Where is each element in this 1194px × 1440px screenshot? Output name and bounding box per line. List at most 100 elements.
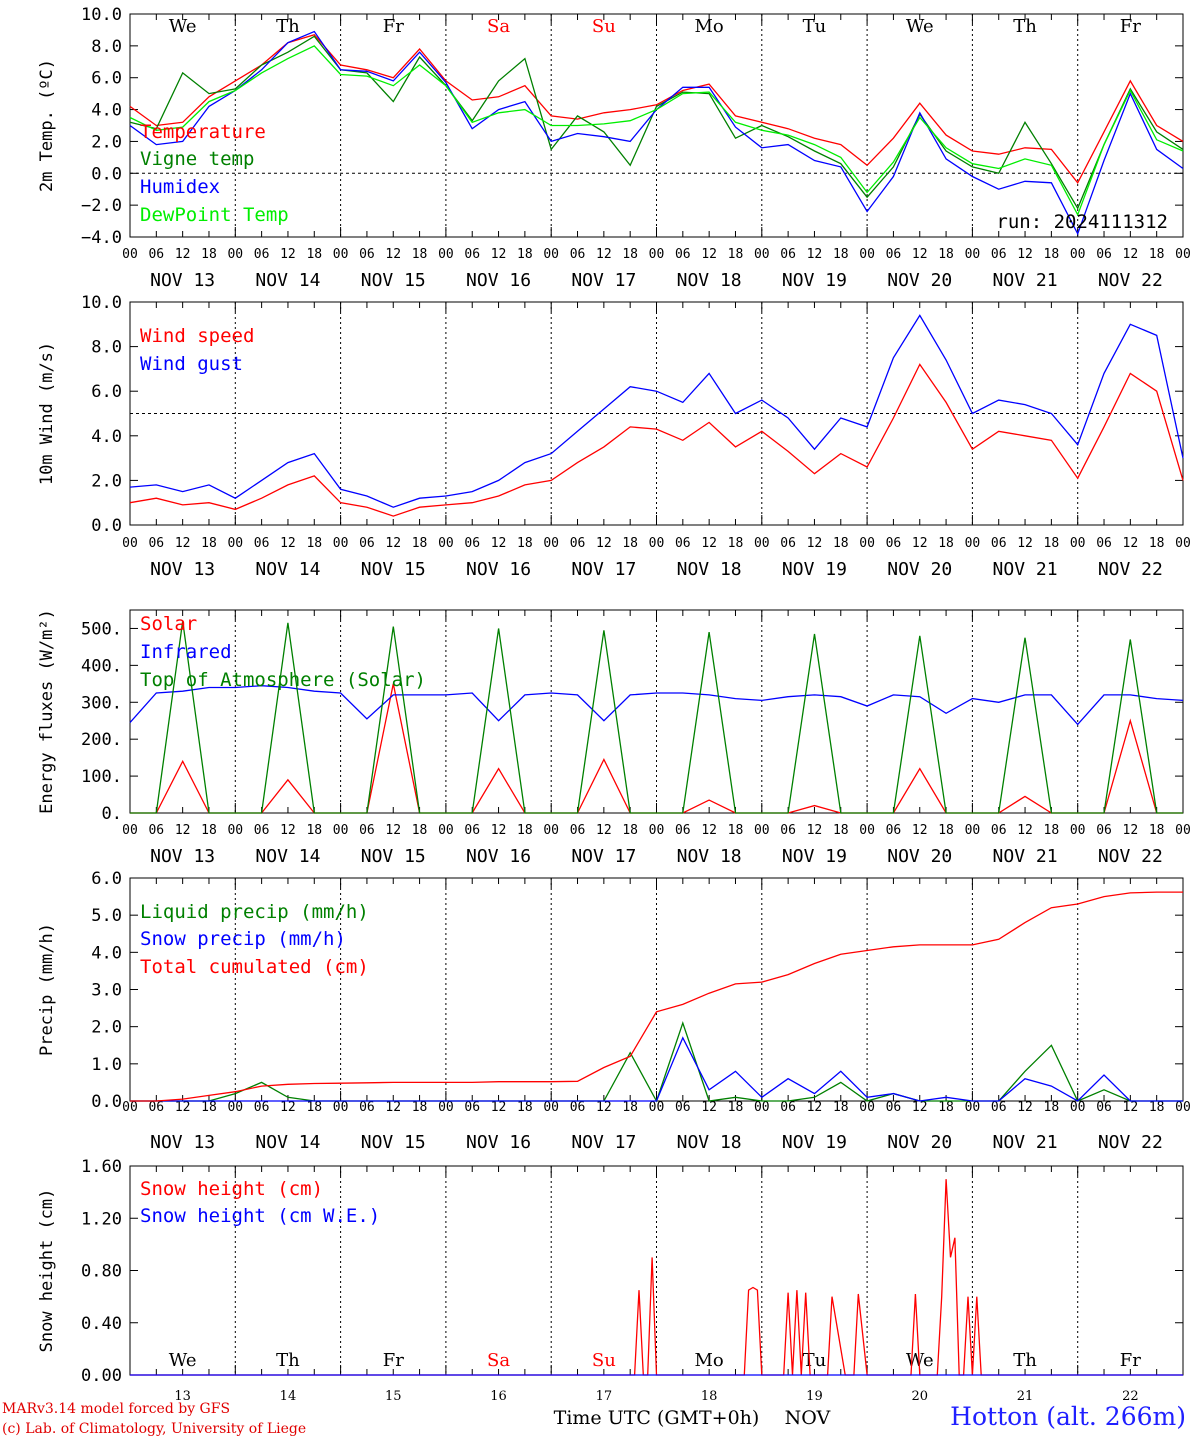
weekday-label: Mo	[695, 1350, 724, 1371]
day-number-label: 17	[596, 1389, 613, 1404]
hour-tick-label: 06	[780, 247, 796, 262]
hour-tick-label: 18	[728, 247, 744, 262]
hour-tick-label: 00	[122, 823, 138, 838]
hour-tick-label: 12	[1123, 1100, 1139, 1115]
date-label: NOV 18	[677, 270, 742, 291]
date-label: NOV 19	[782, 1132, 847, 1153]
date-label: NOV 22	[1098, 846, 1163, 867]
hour-tick-label: 12	[385, 1100, 401, 1115]
hour-tick-label: 18	[517, 247, 533, 262]
date-label: NOV 21	[993, 846, 1058, 867]
hour-tick-label: 06	[254, 823, 270, 838]
hour-tick-label: 12	[280, 536, 296, 551]
hour-tick-label: 06	[780, 823, 796, 838]
series-line-vigne-temp	[129, 35, 1184, 210]
hour-tick-label: 18	[938, 823, 954, 838]
hour-tick-label: 12	[1017, 247, 1033, 262]
hour-tick-label: 12	[912, 823, 928, 838]
hour-tick-label: 06	[675, 823, 691, 838]
hour-tick-label: 06	[886, 823, 902, 838]
hour-tick-label: 06	[1096, 247, 1112, 262]
y-tick-label: 0.0	[91, 516, 122, 536]
weekday-label: Th	[276, 16, 300, 37]
hour-tick-label: 00	[122, 536, 138, 551]
hour-tick-label: 18	[622, 247, 638, 262]
hour-tick-label: 00	[1070, 823, 1086, 838]
hour-tick-label: 18	[1044, 536, 1060, 551]
hour-tick-label: 00	[649, 247, 665, 262]
legend-entry: Wind gust	[140, 353, 243, 375]
date-label: NOV 21	[993, 270, 1058, 291]
hour-tick-label: 00	[859, 823, 875, 838]
lab-credit: (c) Lab. of Climatology, University of L…	[2, 1421, 307, 1437]
model-credit: MARv3.14 model forced by GFS	[2, 1401, 231, 1417]
hour-tick-label: 18	[1149, 1100, 1165, 1115]
y-tick-label: 4.0	[91, 943, 122, 963]
weekday-label: Th	[1013, 16, 1037, 37]
hour-tick-label: 18	[517, 1100, 533, 1115]
legend-entry: Snow height (cm)	[140, 1178, 323, 1200]
hour-tick-label: 18	[833, 247, 849, 262]
date-label: NOV 22	[1098, 559, 1163, 580]
hour-tick-label: 18	[306, 823, 322, 838]
weekday-label: Tu	[803, 1350, 827, 1371]
hour-tick-label: 18	[728, 1100, 744, 1115]
hour-tick-label: 00	[649, 1100, 665, 1115]
hour-tick-label: 12	[701, 823, 717, 838]
hour-tick-label: 18	[201, 823, 217, 838]
weekday-label: Mo	[695, 16, 724, 37]
hour-tick-label: 00	[965, 247, 981, 262]
hour-tick-label: 00	[649, 536, 665, 551]
hour-tick-label: 06	[359, 1100, 375, 1115]
hour-tick-label: 18	[938, 247, 954, 262]
hour-tick-label: 18	[833, 823, 849, 838]
hour-tick-label: 00	[122, 247, 138, 262]
hour-tick-label: 12	[175, 536, 191, 551]
hour-tick-label: 12	[175, 823, 191, 838]
hour-tick-label: 06	[148, 247, 164, 262]
date-label: NOV 18	[677, 1132, 742, 1153]
y-tick-label: 5.0	[91, 906, 122, 926]
hour-tick-label: 12	[807, 1100, 823, 1115]
hour-tick-label: 00	[227, 536, 243, 551]
y-tick-label: 6.0	[91, 69, 122, 89]
hour-tick-label: 06	[886, 536, 902, 551]
hour-tick-label: 12	[912, 1100, 928, 1115]
legend-entry: Snow height (cm W.E.)	[140, 1205, 380, 1227]
hour-tick-label: 12	[385, 823, 401, 838]
hour-tick-label: 06	[570, 536, 586, 551]
y-tick-label: 200.	[81, 730, 122, 750]
legend-entry: Top of Atmosphere (Solar)	[140, 669, 426, 691]
series-line-wind-gust	[129, 314, 1184, 508]
legend-entry: DewPoint Temp	[140, 204, 289, 226]
y-tick-label: 0.0	[91, 164, 122, 184]
hour-tick-label: 06	[991, 536, 1007, 551]
hour-tick-label: 12	[807, 247, 823, 262]
date-label: NOV 16	[466, 1132, 531, 1153]
hour-tick-label: 12	[596, 536, 612, 551]
hour-tick-label: 06	[991, 1100, 1007, 1115]
series-line-solar	[130, 683, 1183, 814]
hour-tick-label: 00	[543, 536, 559, 551]
date-label: NOV 15	[361, 846, 426, 867]
date-label: NOV 17	[571, 270, 636, 291]
hour-tick-label: 18	[1149, 823, 1165, 838]
hour-tick-label: 06	[1096, 1100, 1112, 1115]
hour-tick-label: 12	[912, 536, 928, 551]
series-line-wind-speed	[129, 363, 1184, 517]
hour-tick-label: 12	[1123, 247, 1139, 262]
hour-tick-label: 12	[491, 823, 507, 838]
date-label: NOV 13	[150, 1132, 215, 1153]
hour-tick-label: 12	[807, 536, 823, 551]
y-tick-label: 4.0	[91, 101, 122, 121]
hour-tick-label: 00	[333, 247, 349, 262]
legend-entry: Vigne temp	[140, 148, 254, 170]
hour-tick-label: 06	[254, 536, 270, 551]
hour-tick-label: 12	[1123, 823, 1139, 838]
hour-tick-label: 00	[438, 1100, 454, 1115]
legend-entry: Wind speed	[140, 325, 254, 347]
hour-tick-label: 18	[1044, 247, 1060, 262]
weekday-label: We	[169, 1350, 197, 1371]
hour-tick-label: 18	[306, 247, 322, 262]
